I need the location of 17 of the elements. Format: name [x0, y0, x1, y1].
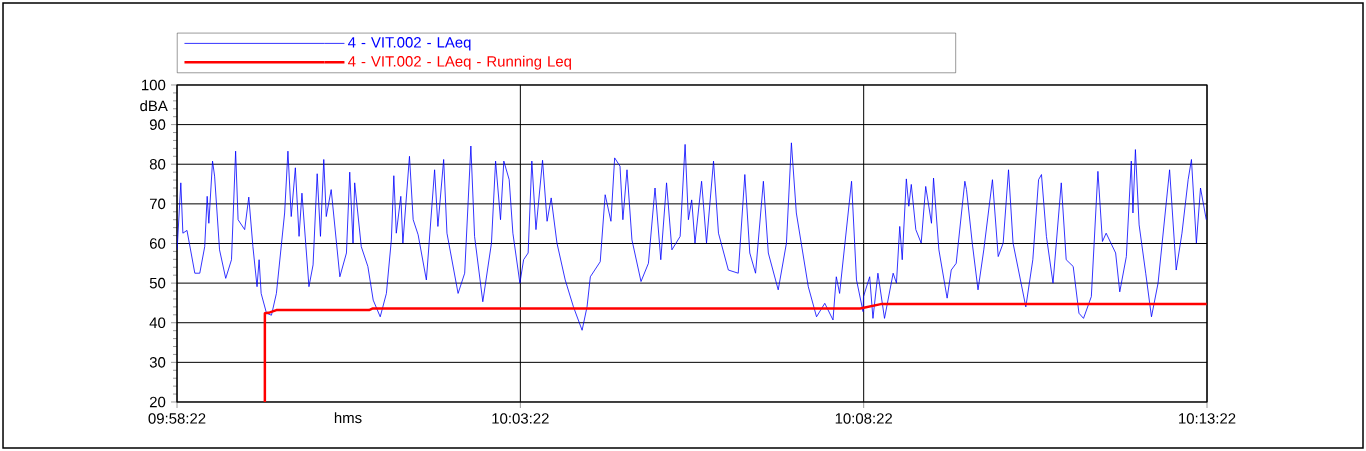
y-tick-label: 100 — [142, 79, 166, 91]
x-tick-label: 10:03:22 — [492, 413, 549, 424]
y-tick-label: 70 — [149, 198, 166, 210]
y-tick-label: 40 — [149, 317, 166, 329]
x-tick-label: 09:58:22 — [148, 413, 206, 424]
y-tick-label: 60 — [149, 238, 166, 249]
y-tick-label: 20 — [149, 396, 166, 408]
legend-label: 4 - VIT.002 - LAeq - Running Leq — [348, 55, 571, 70]
legend-label: 4 - VIT.002 - LAeq — [348, 37, 471, 51]
y-axis-title: dBA — [140, 100, 168, 112]
y-tick-label: 50 — [149, 277, 166, 289]
x-axis-title: hms — [334, 412, 362, 424]
y-tick-label: 90 — [149, 119, 166, 130]
y-tick-label: 30 — [149, 357, 166, 368]
x-tick-label: 10:08:22 — [835, 413, 893, 424]
x-tick-label: 10:13:22 — [1179, 413, 1236, 424]
y-tick-label: 80 — [149, 158, 166, 170]
